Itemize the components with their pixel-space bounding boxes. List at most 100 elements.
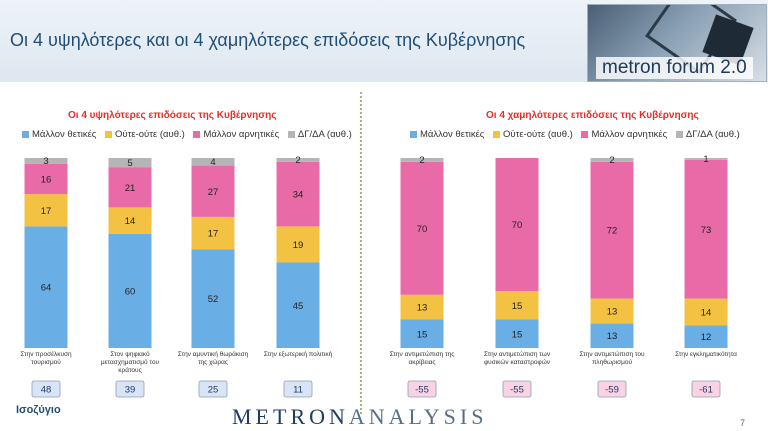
- brand-left: METRON: [232, 404, 349, 429]
- category-label: φυσικών καταστροφών: [484, 358, 550, 366]
- bar-dk: [24, 158, 68, 164]
- metron-forum-logo: metron forum 2.0: [587, 4, 767, 82]
- bar-label-dk: 2: [609, 155, 614, 166]
- bar-label-neutral: 17: [208, 229, 219, 240]
- balance-value: 11: [293, 385, 303, 396]
- panel-divider: [360, 92, 362, 414]
- bar-dk: [108, 158, 152, 168]
- bar-positive: [400, 319, 444, 348]
- legend-item-dk: ΔΓ/ΔΑ (αυθ.): [287, 129, 352, 140]
- bar-label-dk: 3: [43, 156, 48, 167]
- bar-positive: [495, 319, 539, 348]
- bar-neutral: [108, 207, 152, 234]
- bar-dk: [684, 158, 728, 160]
- bar-label-dk: 5: [127, 158, 132, 169]
- bar-dk: [191, 158, 235, 166]
- balance-badge: [691, 380, 721, 398]
- category-label: Στην αντιμετώπιση της: [390, 350, 455, 358]
- bar-label-positive: 60: [125, 287, 136, 298]
- bar-positive: [191, 249, 235, 348]
- bar-positive: [684, 325, 728, 348]
- bar-label-neutral: 13: [607, 306, 618, 317]
- category-label: ακρίβειας: [408, 358, 435, 366]
- category-label: Στην εξωτερική πολιτική: [264, 351, 333, 358]
- legend-item-dk: ΔΓ/ΔΑ (αυθ.): [675, 129, 740, 140]
- bar-positive: [108, 234, 152, 348]
- bar-dk: [276, 158, 320, 162]
- balance-badge: [283, 380, 313, 398]
- bar-neutral: [684, 298, 728, 326]
- page-marker: 7: [740, 418, 746, 428]
- balance-badge: [198, 380, 228, 398]
- bar-neutral: [400, 294, 444, 320]
- bar-label-neutral: 19: [293, 240, 304, 251]
- bar-label-dk: 2: [295, 155, 300, 166]
- balance-badge: [407, 380, 437, 398]
- bar-label-negative: 16: [41, 174, 52, 185]
- bar-label-negative: 70: [417, 224, 428, 235]
- left-legend: Μάλλον θετικές Ούτε-ούτε (αυθ.) Μάλλον α…: [22, 129, 358, 140]
- category-label: μετασχηματισμό του: [101, 358, 160, 366]
- balance-badge: [31, 380, 61, 398]
- bar-label-negative: 34: [293, 190, 304, 201]
- bar-neutral: [24, 194, 68, 227]
- bar-label-positive: 45: [293, 301, 304, 312]
- balance-badge: [597, 380, 627, 398]
- category-label: της χώρας: [198, 358, 228, 366]
- bar-negative: [108, 167, 152, 208]
- bar-negative: [191, 165, 235, 217]
- page-title: Οι 4 υψηλότερες και οι 4 χαμηλότερες επι…: [10, 30, 526, 50]
- balance-value: -55: [510, 385, 524, 396]
- bar-negative: [684, 159, 728, 299]
- balance-label: Ισοζύγιο: [16, 404, 61, 416]
- legend-item-positive: Μάλλον θετικές: [22, 129, 96, 140]
- balance-value: -59: [605, 385, 619, 396]
- category-label: Στην αντιμετώπιση του: [579, 350, 645, 358]
- bar-label-neutral: 14: [701, 307, 712, 318]
- balance-value: 25: [208, 385, 219, 396]
- bar-positive: [276, 262, 320, 348]
- bar-positive: [24, 226, 68, 348]
- legend-item-negative: Μάλλον αρνητικές: [581, 129, 667, 140]
- bar-negative: [24, 163, 68, 195]
- balance-badge: [115, 380, 145, 398]
- balance-value: -55: [415, 385, 429, 396]
- metron-analysis-logo: METRONANALYSIS: [232, 404, 487, 430]
- bar-label-dk: 2: [419, 155, 424, 166]
- bar-label-positive: 15: [512, 329, 523, 340]
- bar-label-negative: 27: [208, 187, 219, 198]
- bar-label-positive: 52: [208, 294, 219, 305]
- category-label: Στην εγκληματικότητα: [675, 350, 737, 358]
- bar-label-neutral: 14: [125, 216, 136, 227]
- right-chart-title: Οι 4 χαμηλότερες επιδόσεις της Κυβέρνηση…: [486, 110, 699, 121]
- bar-label-dk: 1: [703, 154, 708, 165]
- bar-neutral: [590, 298, 634, 324]
- category-label: Στην αντιμετώπιση των: [484, 350, 550, 358]
- bar-label-positive: 15: [417, 329, 428, 340]
- category-label: τουρισμού: [31, 358, 61, 366]
- bar-negative: [495, 158, 539, 291]
- balance-value: 39: [125, 385, 136, 396]
- bar-label-positive: 13: [607, 331, 618, 342]
- bar-label-negative: 73: [701, 225, 712, 236]
- balance-value: 48: [41, 385, 52, 396]
- bar-neutral: [191, 216, 235, 250]
- balance-value: -61: [699, 385, 713, 396]
- bar-label-dk: 4: [210, 157, 215, 168]
- category-label: Στην αμυντική θωράκιση: [178, 350, 249, 358]
- legend-item-neutral: Ούτε-ούτε (αυθ.): [493, 129, 573, 140]
- bar-label-positive: 64: [41, 283, 52, 294]
- legend-item-neutral: Ούτε-ούτε (αυθ.): [105, 129, 185, 140]
- bar-dk: [400, 158, 444, 162]
- brand-right: ANALYSIS: [348, 404, 488, 429]
- category-label: κράτους: [118, 366, 141, 374]
- bar-dk: [590, 158, 634, 162]
- bar-negative: [276, 161, 320, 227]
- category-label: Στον ψηφιακό: [110, 350, 150, 358]
- legend-item-negative: Μάλλον αρνητικές: [193, 129, 279, 140]
- header-banner: Οι 4 υψηλότερες και οι 4 χαμηλότερες επι…: [0, 0, 768, 82]
- bar-positive: [590, 323, 634, 348]
- bar-negative: [400, 161, 444, 295]
- bar-neutral: [495, 291, 539, 320]
